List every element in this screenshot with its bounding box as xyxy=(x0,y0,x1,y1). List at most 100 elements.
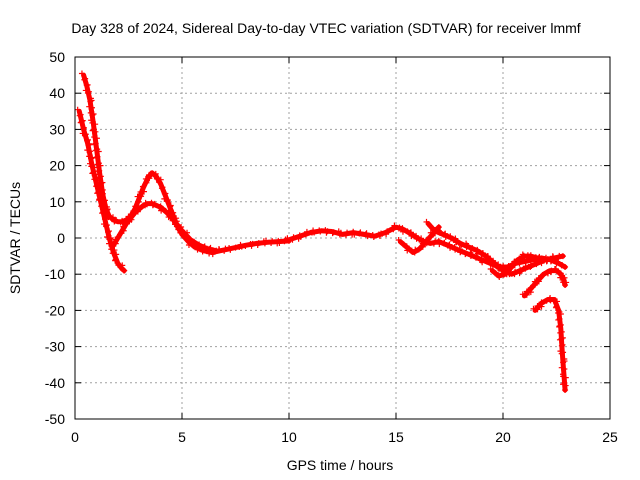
data-point-marker xyxy=(111,217,118,224)
data-point-marker xyxy=(97,162,104,169)
data-point-marker xyxy=(551,265,558,272)
data-point-marker xyxy=(539,272,546,278)
data-point-marker xyxy=(390,226,397,233)
data-point-marker xyxy=(436,241,443,248)
data-point-marker xyxy=(106,228,113,235)
data-point-marker xyxy=(84,90,91,97)
data-point-marker xyxy=(107,235,114,241)
data-point-marker xyxy=(85,88,92,95)
data-point-marker xyxy=(427,223,434,230)
data-point-marker xyxy=(350,228,357,235)
x-tick-label: 15 xyxy=(388,429,404,445)
data-point-marker xyxy=(479,259,486,266)
data-point-marker xyxy=(89,170,96,177)
series-trace-f xyxy=(425,221,566,277)
data-point-marker xyxy=(94,153,101,160)
data-point-marker xyxy=(92,147,99,154)
data-point-marker xyxy=(558,342,565,349)
data-point-marker xyxy=(396,224,403,231)
data-point-marker xyxy=(562,374,569,381)
data-point-marker xyxy=(552,304,559,311)
data-point-marker xyxy=(85,141,92,148)
data-point-marker xyxy=(82,131,89,138)
data-point-marker xyxy=(544,270,551,277)
data-point-marker xyxy=(364,233,371,240)
data-point-marker xyxy=(548,267,555,274)
data-point-marker xyxy=(191,238,198,245)
data-point-marker xyxy=(113,251,120,258)
data-point-marker xyxy=(329,230,336,237)
x-tick-label: 20 xyxy=(495,429,511,445)
data-point-marker xyxy=(559,253,566,260)
data-point-marker xyxy=(249,240,256,247)
data-point-marker xyxy=(89,112,96,119)
data-point-marker xyxy=(356,230,363,237)
data-point-marker xyxy=(89,127,96,134)
data-point-marker xyxy=(98,203,105,210)
x-tick-label: 5 xyxy=(178,429,186,445)
data-point-marker xyxy=(84,137,91,144)
data-point-marker xyxy=(222,245,229,252)
data-point-marker xyxy=(404,228,411,235)
data-point-marker xyxy=(213,247,220,254)
data-point-marker xyxy=(469,245,476,252)
data-point-marker xyxy=(83,82,90,89)
data-point-marker xyxy=(117,264,124,271)
y-tick-label: 0 xyxy=(57,230,65,246)
data-point-marker xyxy=(156,179,162,186)
data-point-marker xyxy=(447,244,454,251)
y-tick-label: -10 xyxy=(45,266,65,282)
data-point-marker xyxy=(161,190,168,197)
data-point-marker xyxy=(441,239,448,246)
data-point-marker xyxy=(98,180,105,187)
data-point-marker xyxy=(74,106,81,113)
data-point-marker xyxy=(357,229,364,236)
data-point-marker xyxy=(135,198,142,205)
data-point-marker xyxy=(284,235,291,242)
data-point-marker xyxy=(97,173,104,180)
data-point-marker xyxy=(112,257,119,264)
data-point-marker xyxy=(560,373,567,380)
y-tick-label: 50 xyxy=(49,49,65,65)
y-axis-label: SDTVAR / TECUs xyxy=(7,182,23,294)
data-point-marker xyxy=(158,185,165,192)
data-point-marker xyxy=(141,188,148,195)
data-point-marker xyxy=(290,234,297,241)
data-point-marker xyxy=(84,147,91,154)
data-point-marker xyxy=(103,222,110,229)
data-point-marker xyxy=(549,253,556,260)
data-point-marker xyxy=(522,263,529,270)
data-point-marker xyxy=(88,117,95,124)
data-point-marker xyxy=(556,336,563,343)
data-point-marker xyxy=(557,310,564,317)
data-point-marker xyxy=(562,282,569,289)
data-point-marker xyxy=(555,309,562,316)
data-point-marker xyxy=(559,341,566,348)
data-point-marker xyxy=(196,244,203,251)
data-point-marker xyxy=(383,231,390,238)
data-point-marker xyxy=(80,125,87,132)
data-point-marker xyxy=(113,217,120,224)
data-point-marker xyxy=(136,205,143,212)
data-point-marker xyxy=(242,243,249,250)
data-point-marker xyxy=(473,254,480,261)
data-point-marker xyxy=(453,239,460,246)
data-point-marker xyxy=(78,118,85,125)
data-point-marker xyxy=(99,202,106,209)
data-point-marker xyxy=(324,228,331,235)
data-point-marker xyxy=(114,234,121,241)
data-point-marker xyxy=(78,70,85,77)
data-point-marker xyxy=(412,247,419,254)
data-points xyxy=(74,70,570,394)
data-point-marker xyxy=(86,103,93,110)
data-point-marker xyxy=(93,183,100,190)
data-point-marker xyxy=(88,163,95,170)
data-point-marker xyxy=(503,268,510,275)
data-point-marker xyxy=(92,128,99,135)
data-point-marker xyxy=(92,140,99,147)
data-point-marker xyxy=(500,271,507,278)
data-point-marker xyxy=(432,238,439,245)
data-point-marker xyxy=(435,224,442,231)
data-point-marker xyxy=(512,268,519,275)
